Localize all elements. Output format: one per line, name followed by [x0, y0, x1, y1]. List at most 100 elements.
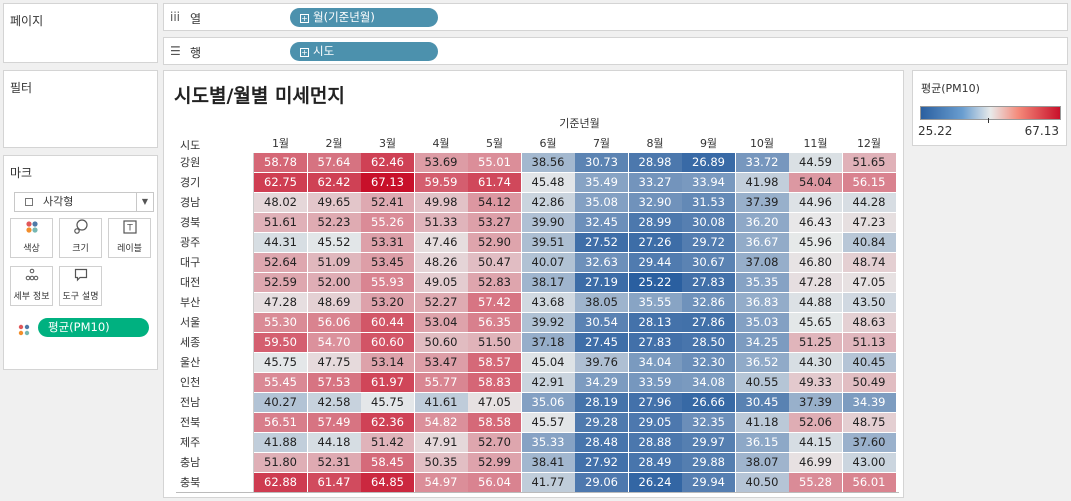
heatmap-cell[interactable]: 39.92 — [521, 313, 575, 332]
heatmap-cell[interactable]: 52.31 — [307, 453, 361, 472]
heatmap-cell[interactable]: 62.42 — [307, 173, 361, 192]
heatmap-cell[interactable]: 29.06 — [575, 473, 628, 492]
expand-plus-icon[interactable]: + — [300, 48, 309, 57]
heatmap-view[interactable]: 시도별/월별 미세먼지 기준년월 시도 1월 2월 3월 4월 5월 6월 7월 8월 9월 10… — [163, 70, 904, 498]
heatmap-cell[interactable]: 60.44 — [361, 313, 414, 332]
column-header[interactable]: 11월 — [803, 137, 828, 150]
heatmap-cell[interactable]: 44.28 — [842, 193, 896, 212]
heatmap-cell[interactable]: 27.52 — [575, 233, 628, 252]
heatmap-cell[interactable]: 47.23 — [842, 213, 896, 232]
heatmap-cell[interactable]: 55.01 — [468, 153, 521, 172]
heatmap-cell[interactable]: 54.82 — [414, 413, 468, 432]
heatmap-cell[interactable]: 58.45 — [361, 453, 414, 472]
heatmap-cell[interactable]: 57.49 — [307, 413, 361, 432]
region-dimension-pill[interactable]: + 시도 — [290, 42, 438, 61]
heatmap-cell[interactable]: 27.19 — [575, 273, 628, 292]
heatmap-cell[interactable]: 27.96 — [628, 393, 682, 412]
heatmap-cell[interactable]: 28.88 — [628, 433, 682, 452]
heatmap-cell[interactable]: 52.27 — [414, 293, 468, 312]
month-dimension-pill[interactable]: + 월(기준년월) — [290, 8, 438, 27]
heatmap-cell[interactable]: 58.58 — [468, 413, 521, 432]
heatmap-cell[interactable]: 49.33 — [789, 373, 842, 392]
heatmap-cell[interactable]: 35.35 — [735, 273, 789, 292]
row-header-label[interactable]: 강원 — [180, 156, 201, 169]
heatmap-cell[interactable]: 51.33 — [414, 213, 468, 232]
heatmap-cell[interactable]: 61.97 — [361, 373, 414, 392]
heatmap-cell[interactable]: 40.84 — [842, 233, 896, 252]
heatmap-cell[interactable]: 56.04 — [468, 473, 521, 492]
heatmap-cell[interactable]: 52.59 — [254, 273, 307, 292]
heatmap-cell[interactable]: 56.51 — [254, 413, 307, 432]
heatmap-cell[interactable]: 35.03 — [735, 313, 789, 332]
heatmap-cell[interactable]: 30.54 — [575, 313, 628, 332]
heatmap-cell[interactable]: 56.01 — [842, 473, 896, 492]
column-header[interactable]: 8월 — [646, 137, 664, 150]
heatmap-cell[interactable]: 34.29 — [575, 373, 628, 392]
column-header[interactable]: 4월 — [432, 137, 450, 150]
heatmap-cell[interactable]: 41.98 — [735, 173, 789, 192]
heatmap-cell[interactable]: 44.18 — [307, 433, 361, 452]
heatmap-cell[interactable]: 37.18 — [521, 333, 575, 352]
heatmap-cell[interactable]: 36.20 — [735, 213, 789, 232]
heatmap-cell[interactable]: 44.88 — [789, 293, 842, 312]
heatmap-cell[interactable]: 49.65 — [307, 193, 361, 212]
heatmap-cell[interactable]: 36.52 — [735, 353, 789, 372]
heatmap-cell[interactable]: 45.48 — [521, 173, 575, 192]
heatmap-cell[interactable]: 53.04 — [414, 313, 468, 332]
heatmap-cell[interactable]: 57.42 — [468, 293, 521, 312]
rows-shelf[interactable]: ☰ 행 + 시도 — [163, 37, 1068, 65]
column-header[interactable]: 5월 — [485, 137, 504, 150]
heatmap-cell[interactable]: 30.73 — [575, 153, 628, 172]
heatmap-cell[interactable]: 55.26 — [361, 213, 414, 232]
heatmap-cell[interactable]: 50.60 — [414, 333, 468, 352]
mark-type-dropdown[interactable]: 사각형 ▼ — [14, 192, 154, 212]
heatmap-cell[interactable]: 56.15 — [842, 173, 896, 192]
heatmap-cell[interactable]: 38.56 — [521, 153, 575, 172]
heatmap-cell[interactable]: 35.49 — [575, 173, 628, 192]
heatmap-cell[interactable]: 30.08 — [682, 213, 735, 232]
heatmap-cell[interactable]: 48.26 — [414, 253, 468, 272]
heatmap-cell[interactable]: 44.31 — [254, 233, 307, 252]
heatmap-cell[interactable]: 45.75 — [254, 353, 307, 372]
heatmap-cell[interactable]: 61.47 — [307, 473, 361, 492]
heatmap-cell[interactable]: 52.83 — [468, 273, 521, 292]
heatmap-cell[interactable]: 52.90 — [468, 233, 521, 252]
heatmap-cell[interactable]: 33.59 — [628, 373, 682, 392]
heatmap-cell[interactable]: 48.69 — [307, 293, 361, 312]
heatmap-cell[interactable]: 53.20 — [361, 293, 414, 312]
heatmap-cell[interactable]: 58.78 — [254, 153, 307, 172]
heatmap-cell[interactable]: 27.92 — [575, 453, 628, 472]
heatmap-cell[interactable]: 34.04 — [628, 353, 682, 372]
heatmap-cell[interactable]: 53.47 — [414, 353, 468, 372]
heatmap-cell[interactable]: 50.47 — [468, 253, 521, 272]
heatmap-cell[interactable]: 51.25 — [789, 333, 842, 352]
heatmap-cell[interactable]: 55.30 — [254, 313, 307, 332]
heatmap-cell[interactable]: 30.67 — [682, 253, 735, 272]
heatmap-cell[interactable]: 54.04 — [789, 173, 842, 192]
heatmap-cell[interactable]: 29.72 — [682, 233, 735, 252]
heatmap-cell[interactable]: 53.69 — [414, 153, 468, 172]
heatmap-cell[interactable]: 59.59 — [414, 173, 468, 192]
heatmap-cell[interactable]: 29.28 — [575, 413, 628, 432]
heatmap-cell[interactable]: 55.77 — [414, 373, 468, 392]
heatmap-cell[interactable]: 26.24 — [628, 473, 682, 492]
heatmap-cell[interactable]: 47.28 — [254, 293, 307, 312]
heatmap-cell[interactable]: 45.75 — [361, 393, 414, 412]
heatmap-cell[interactable]: 44.30 — [789, 353, 842, 372]
heatmap-cell[interactable]: 28.50 — [682, 333, 735, 352]
heatmap-cell[interactable]: 33.27 — [628, 173, 682, 192]
heatmap-cell[interactable]: 29.05 — [628, 413, 682, 432]
tooltip-button[interactable]: 도구 설명 — [59, 266, 102, 306]
heatmap-cell[interactable]: 35.08 — [575, 193, 628, 212]
heatmap-cell[interactable]: 28.13 — [628, 313, 682, 332]
heatmap-cell[interactable]: 45.52 — [307, 233, 361, 252]
column-header[interactable]: 12월 — [856, 137, 882, 150]
heatmap-cell[interactable]: 52.06 — [789, 413, 842, 432]
heatmap-cell[interactable]: 52.23 — [307, 213, 361, 232]
row-header-label[interactable]: 인천 — [180, 376, 201, 389]
row-header-label[interactable]: 제주 — [180, 436, 201, 449]
expand-plus-icon[interactable]: + — [300, 14, 309, 23]
heatmap-cell[interactable]: 27.83 — [682, 273, 735, 292]
heatmap-cell[interactable]: 58.57 — [468, 353, 521, 372]
heatmap-cell[interactable]: 26.66 — [682, 393, 735, 412]
